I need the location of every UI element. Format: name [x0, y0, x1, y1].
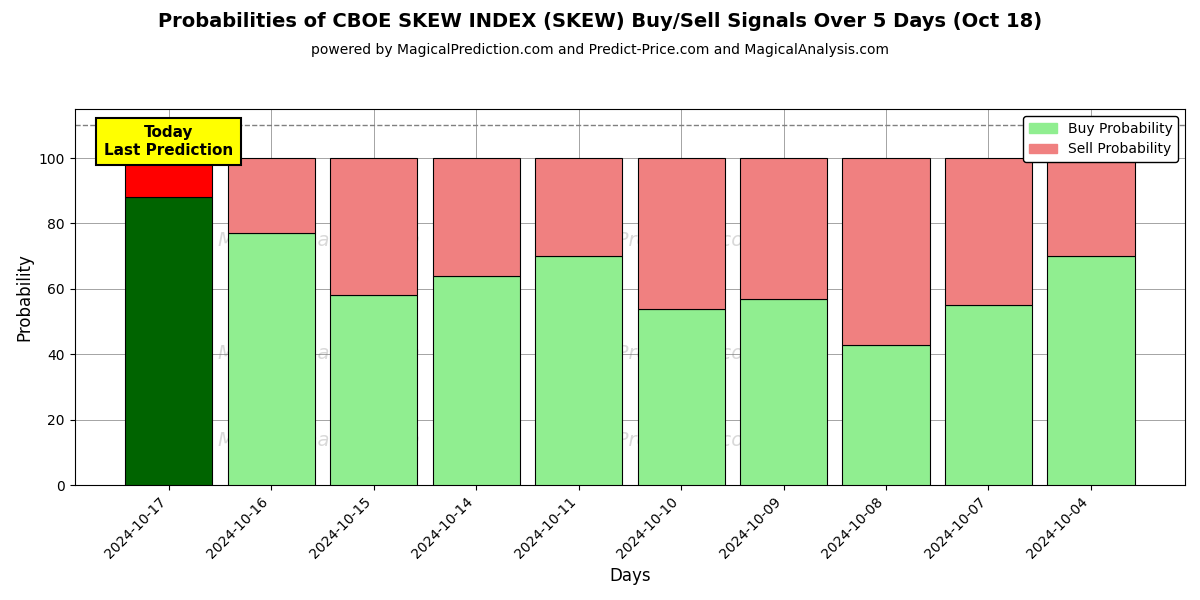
Bar: [330, 295, 418, 485]
Bar: [842, 158, 930, 344]
Bar: [740, 158, 827, 299]
Bar: [330, 158, 418, 295]
Bar: [944, 158, 1032, 305]
Text: MagicalAnalysis.com: MagicalAnalysis.com: [217, 344, 420, 363]
X-axis label: Days: Days: [610, 567, 650, 585]
Bar: [125, 197, 212, 485]
Bar: [944, 305, 1032, 485]
Text: MagicalPrediction.com: MagicalPrediction.com: [542, 344, 762, 363]
Text: MagicalAnalysis.com: MagicalAnalysis.com: [217, 431, 420, 449]
Y-axis label: Probability: Probability: [16, 253, 34, 341]
Bar: [1048, 158, 1134, 256]
Bar: [432, 276, 520, 485]
Bar: [1048, 256, 1134, 485]
Bar: [842, 344, 930, 485]
Text: Today
Last Prediction: Today Last Prediction: [104, 125, 233, 158]
Legend: Buy Probability, Sell Probability: Buy Probability, Sell Probability: [1024, 116, 1178, 162]
Text: MagicalPrediction.com: MagicalPrediction.com: [542, 431, 762, 449]
Bar: [740, 299, 827, 485]
Text: MagicalAnalysis.com: MagicalAnalysis.com: [217, 231, 420, 250]
Text: MagicalPrediction.com: MagicalPrediction.com: [542, 231, 762, 250]
Bar: [637, 158, 725, 308]
Bar: [432, 158, 520, 276]
Text: powered by MagicalPrediction.com and Predict-Price.com and MagicalAnalysis.com: powered by MagicalPrediction.com and Pre…: [311, 43, 889, 57]
Bar: [535, 256, 622, 485]
Bar: [125, 158, 212, 197]
Bar: [535, 158, 622, 256]
Bar: [228, 233, 314, 485]
Text: Probabilities of CBOE SKEW INDEX (SKEW) Buy/Sell Signals Over 5 Days (Oct 18): Probabilities of CBOE SKEW INDEX (SKEW) …: [158, 12, 1042, 31]
Bar: [637, 308, 725, 485]
Bar: [228, 158, 314, 233]
